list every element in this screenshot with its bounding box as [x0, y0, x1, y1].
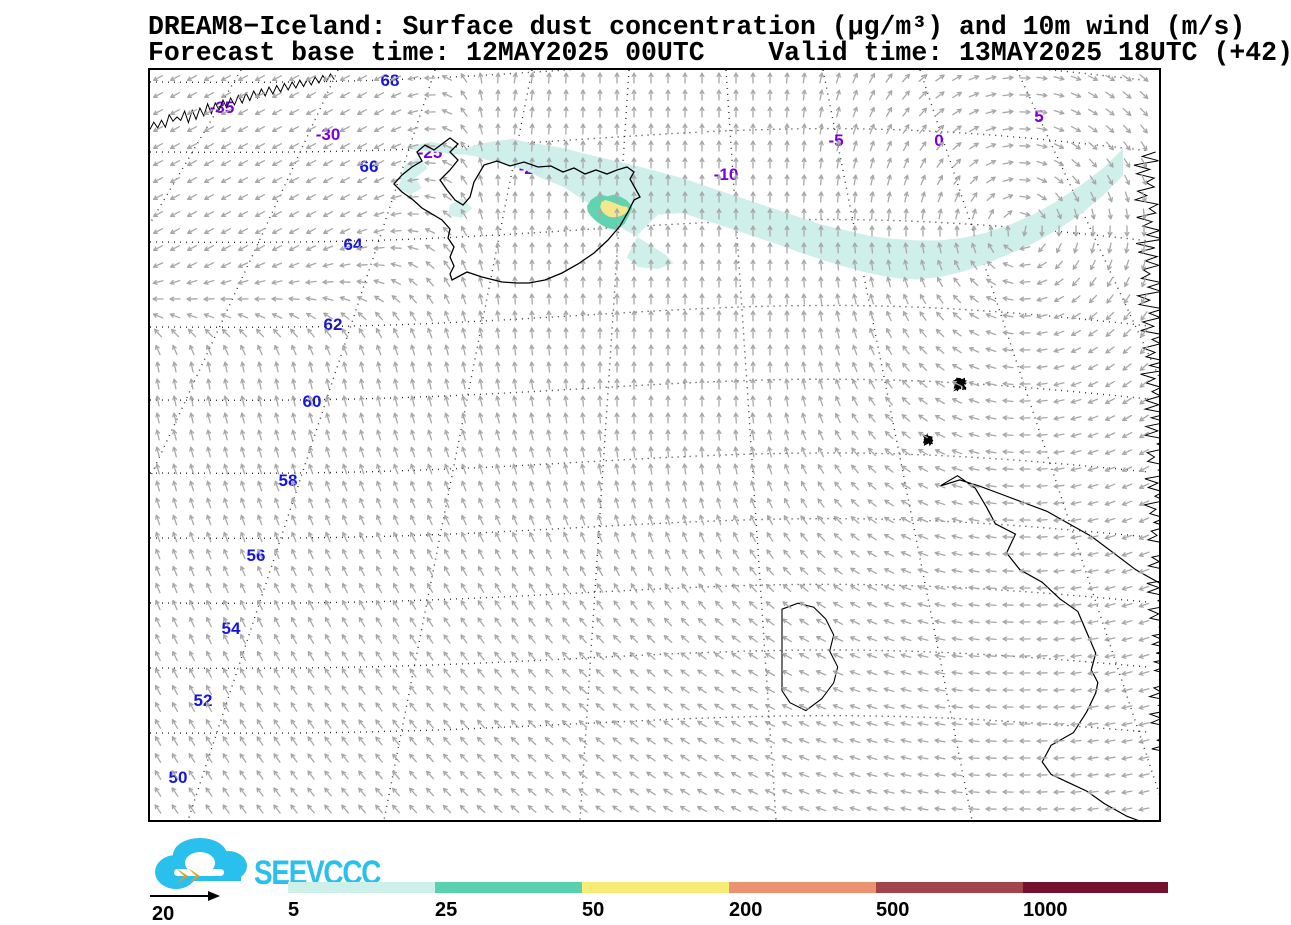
svg-text:50: 50 — [582, 899, 604, 921]
svg-text:1000: 1000 — [1023, 899, 1068, 921]
svg-text:64: 64 — [344, 235, 363, 254]
svg-text:5: 5 — [288, 899, 299, 921]
svg-text:50: 50 — [169, 768, 188, 787]
svg-text:5: 5 — [1034, 107, 1043, 126]
svg-text:200: 200 — [729, 899, 762, 921]
svg-text:25: 25 — [435, 899, 457, 921]
svg-text:20: 20 — [152, 903, 174, 924]
svg-text:56: 56 — [247, 546, 266, 565]
svg-text:-5: -5 — [828, 131, 843, 150]
svg-text:68: 68 — [381, 71, 400, 90]
svg-text:60: 60 — [303, 392, 322, 411]
svg-text:66: 66 — [360, 157, 379, 176]
svg-text:500: 500 — [876, 899, 909, 921]
svg-text:-10: -10 — [714, 165, 739, 184]
svg-text:-30: -30 — [316, 125, 341, 144]
